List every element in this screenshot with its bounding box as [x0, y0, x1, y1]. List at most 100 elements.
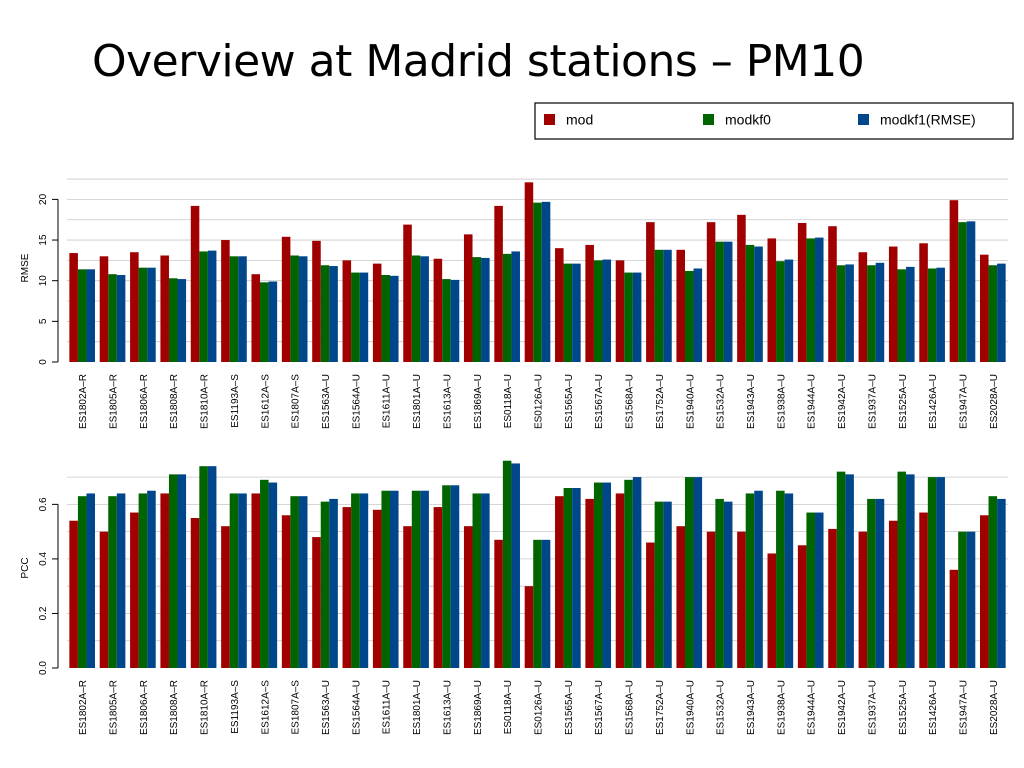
pcc-bar	[632, 477, 642, 668]
legend-label: modkf1(RMSE)	[880, 112, 976, 128]
pcc-x-tick-label: ES1564A–U	[351, 680, 362, 735]
pcc-x-tick-label: ES1943A–U	[746, 680, 757, 735]
pcc-x-tick-label: ES1567A–U	[594, 680, 605, 735]
pcc-bar	[372, 509, 382, 668]
rmse-bar	[632, 272, 642, 362]
pcc-bar	[949, 569, 959, 668]
rmse-bar	[555, 248, 564, 362]
pcc-x-tick-label: ES1525A–U	[898, 680, 909, 735]
pcc-y-tick-label: 0.6	[38, 497, 49, 511]
pcc-x-tick-label: ES1805A–R	[109, 680, 120, 735]
pcc-bar	[69, 520, 78, 668]
pcc-bar	[958, 531, 967, 668]
rmse-bar	[927, 268, 937, 362]
rmse-bar	[116, 275, 126, 362]
rmse-bar	[676, 249, 685, 362]
rmse-x-tick-label: ES0118A–U	[503, 374, 514, 428]
pcc-bar	[351, 493, 360, 668]
rmse-x-tick-label: ES1937A–U	[867, 374, 878, 429]
pcc-bar	[502, 460, 512, 668]
rmse-bar	[320, 265, 330, 362]
pcc-bar	[260, 479, 269, 668]
pcc-bar	[979, 515, 989, 668]
rmse-bar	[624, 272, 633, 362]
pcc-bar	[693, 477, 703, 668]
rmse-x-tick-label: ES1611A–U	[382, 374, 393, 428]
pcc-y-tick-label: 0.4	[38, 552, 49, 566]
rmse-bar	[420, 256, 429, 362]
rmse-bar	[858, 252, 868, 362]
pcc-bar	[229, 493, 239, 668]
pcc-x-tick-label: ES1426A–U	[928, 680, 939, 735]
pcc-chart: 0.0 0.2 0.4 0.6 PCC ES1802A–R ES1805A–R ES1806A…	[20, 460, 1008, 735]
pcc-bar	[966, 531, 976, 668]
pcc-bar	[312, 537, 321, 668]
rmse-x-tick-label: ES1810A–R	[200, 374, 211, 429]
pcc-bar	[936, 477, 945, 668]
rmse-bar	[767, 238, 777, 362]
rmse-bar	[108, 274, 117, 362]
rmse-bar	[86, 269, 96, 362]
pcc-bar	[381, 490, 391, 668]
rmse-x-tick-label: ES1947A–U	[958, 374, 969, 429]
rmse-x-tick-label: ES1613A–U	[442, 374, 453, 429]
rmse-x-tick-label: ES1806A–R	[139, 374, 150, 429]
rmse-bar	[797, 222, 807, 362]
rmse-bar	[511, 251, 520, 362]
rmse-x-tick-label: ES1805A–R	[109, 374, 120, 429]
pcc-x-tick-label: ES1807A–S	[291, 680, 302, 735]
rmse-bar	[190, 205, 200, 362]
pcc-x-tick-label: ES2028A–U	[989, 680, 1000, 735]
pcc-x-tick-label: ES1937A–U	[867, 680, 878, 735]
rmse-bar	[177, 279, 187, 362]
pcc-bar	[199, 466, 208, 668]
rmse-bar	[138, 267, 148, 362]
pcc-x-tick-label: ES1802A–R	[78, 680, 89, 735]
rmse-bar	[593, 260, 603, 362]
rmse-bar	[472, 257, 482, 362]
pcc-y-tick-label: 0.2	[38, 606, 49, 620]
pcc-bar	[168, 474, 178, 668]
pcc-bar	[403, 526, 412, 668]
pcc-bar	[147, 490, 156, 668]
rmse-x-tick-label: ES1938A–U	[776, 374, 787, 429]
pcc-bar	[706, 531, 716, 668]
pcc-bar	[615, 493, 625, 668]
pcc-bar	[420, 490, 429, 668]
pcc-x-tick-label: ES1611A–U	[382, 680, 393, 734]
legend-swatch-modkf1rmse	[858, 114, 869, 125]
pcc-bar	[116, 493, 126, 668]
rmse-bar	[723, 241, 733, 362]
pcc-bar	[585, 498, 594, 668]
pcc-bar	[494, 539, 503, 668]
rmse-bar	[77, 269, 87, 362]
rmse-x-tick-label: ES1940A–U	[685, 374, 696, 429]
pcc-bar	[988, 496, 998, 668]
rmse-y-tick-label: 5	[38, 318, 49, 324]
pcc-bar	[86, 493, 96, 668]
rmse-bar	[936, 267, 945, 362]
pcc-bar	[555, 496, 564, 668]
pcc-x-tick-label: ES1193A–S	[230, 680, 241, 734]
rmse-bar	[784, 259, 794, 362]
pcc-bar	[845, 474, 854, 668]
rmse-bar	[312, 240, 321, 362]
pcc-bar	[754, 490, 763, 668]
rmse-x-tick-label: ES1564A–U	[351, 374, 362, 429]
rmse-bar	[814, 237, 824, 362]
pcc-x-tick-label: ES1532A–U	[716, 680, 727, 735]
legend-label: mod	[566, 112, 593, 128]
rmse-bar	[359, 272, 369, 362]
pcc-x-tick-label: ES1938A–U	[776, 680, 787, 735]
pcc-bar	[533, 539, 542, 668]
rmse-x-tick-label: ES2028A–U	[989, 374, 1000, 429]
rmse-bar	[966, 221, 976, 362]
pcc-bar	[130, 512, 139, 668]
pcc-bar	[814, 512, 824, 668]
pcc-bar	[927, 477, 937, 668]
rmse-bar	[706, 222, 716, 362]
rmse-bar	[533, 202, 542, 362]
pcc-bar	[624, 479, 633, 668]
pcc-bar	[797, 545, 807, 668]
rmse-y-tick-label: 0	[38, 359, 49, 365]
